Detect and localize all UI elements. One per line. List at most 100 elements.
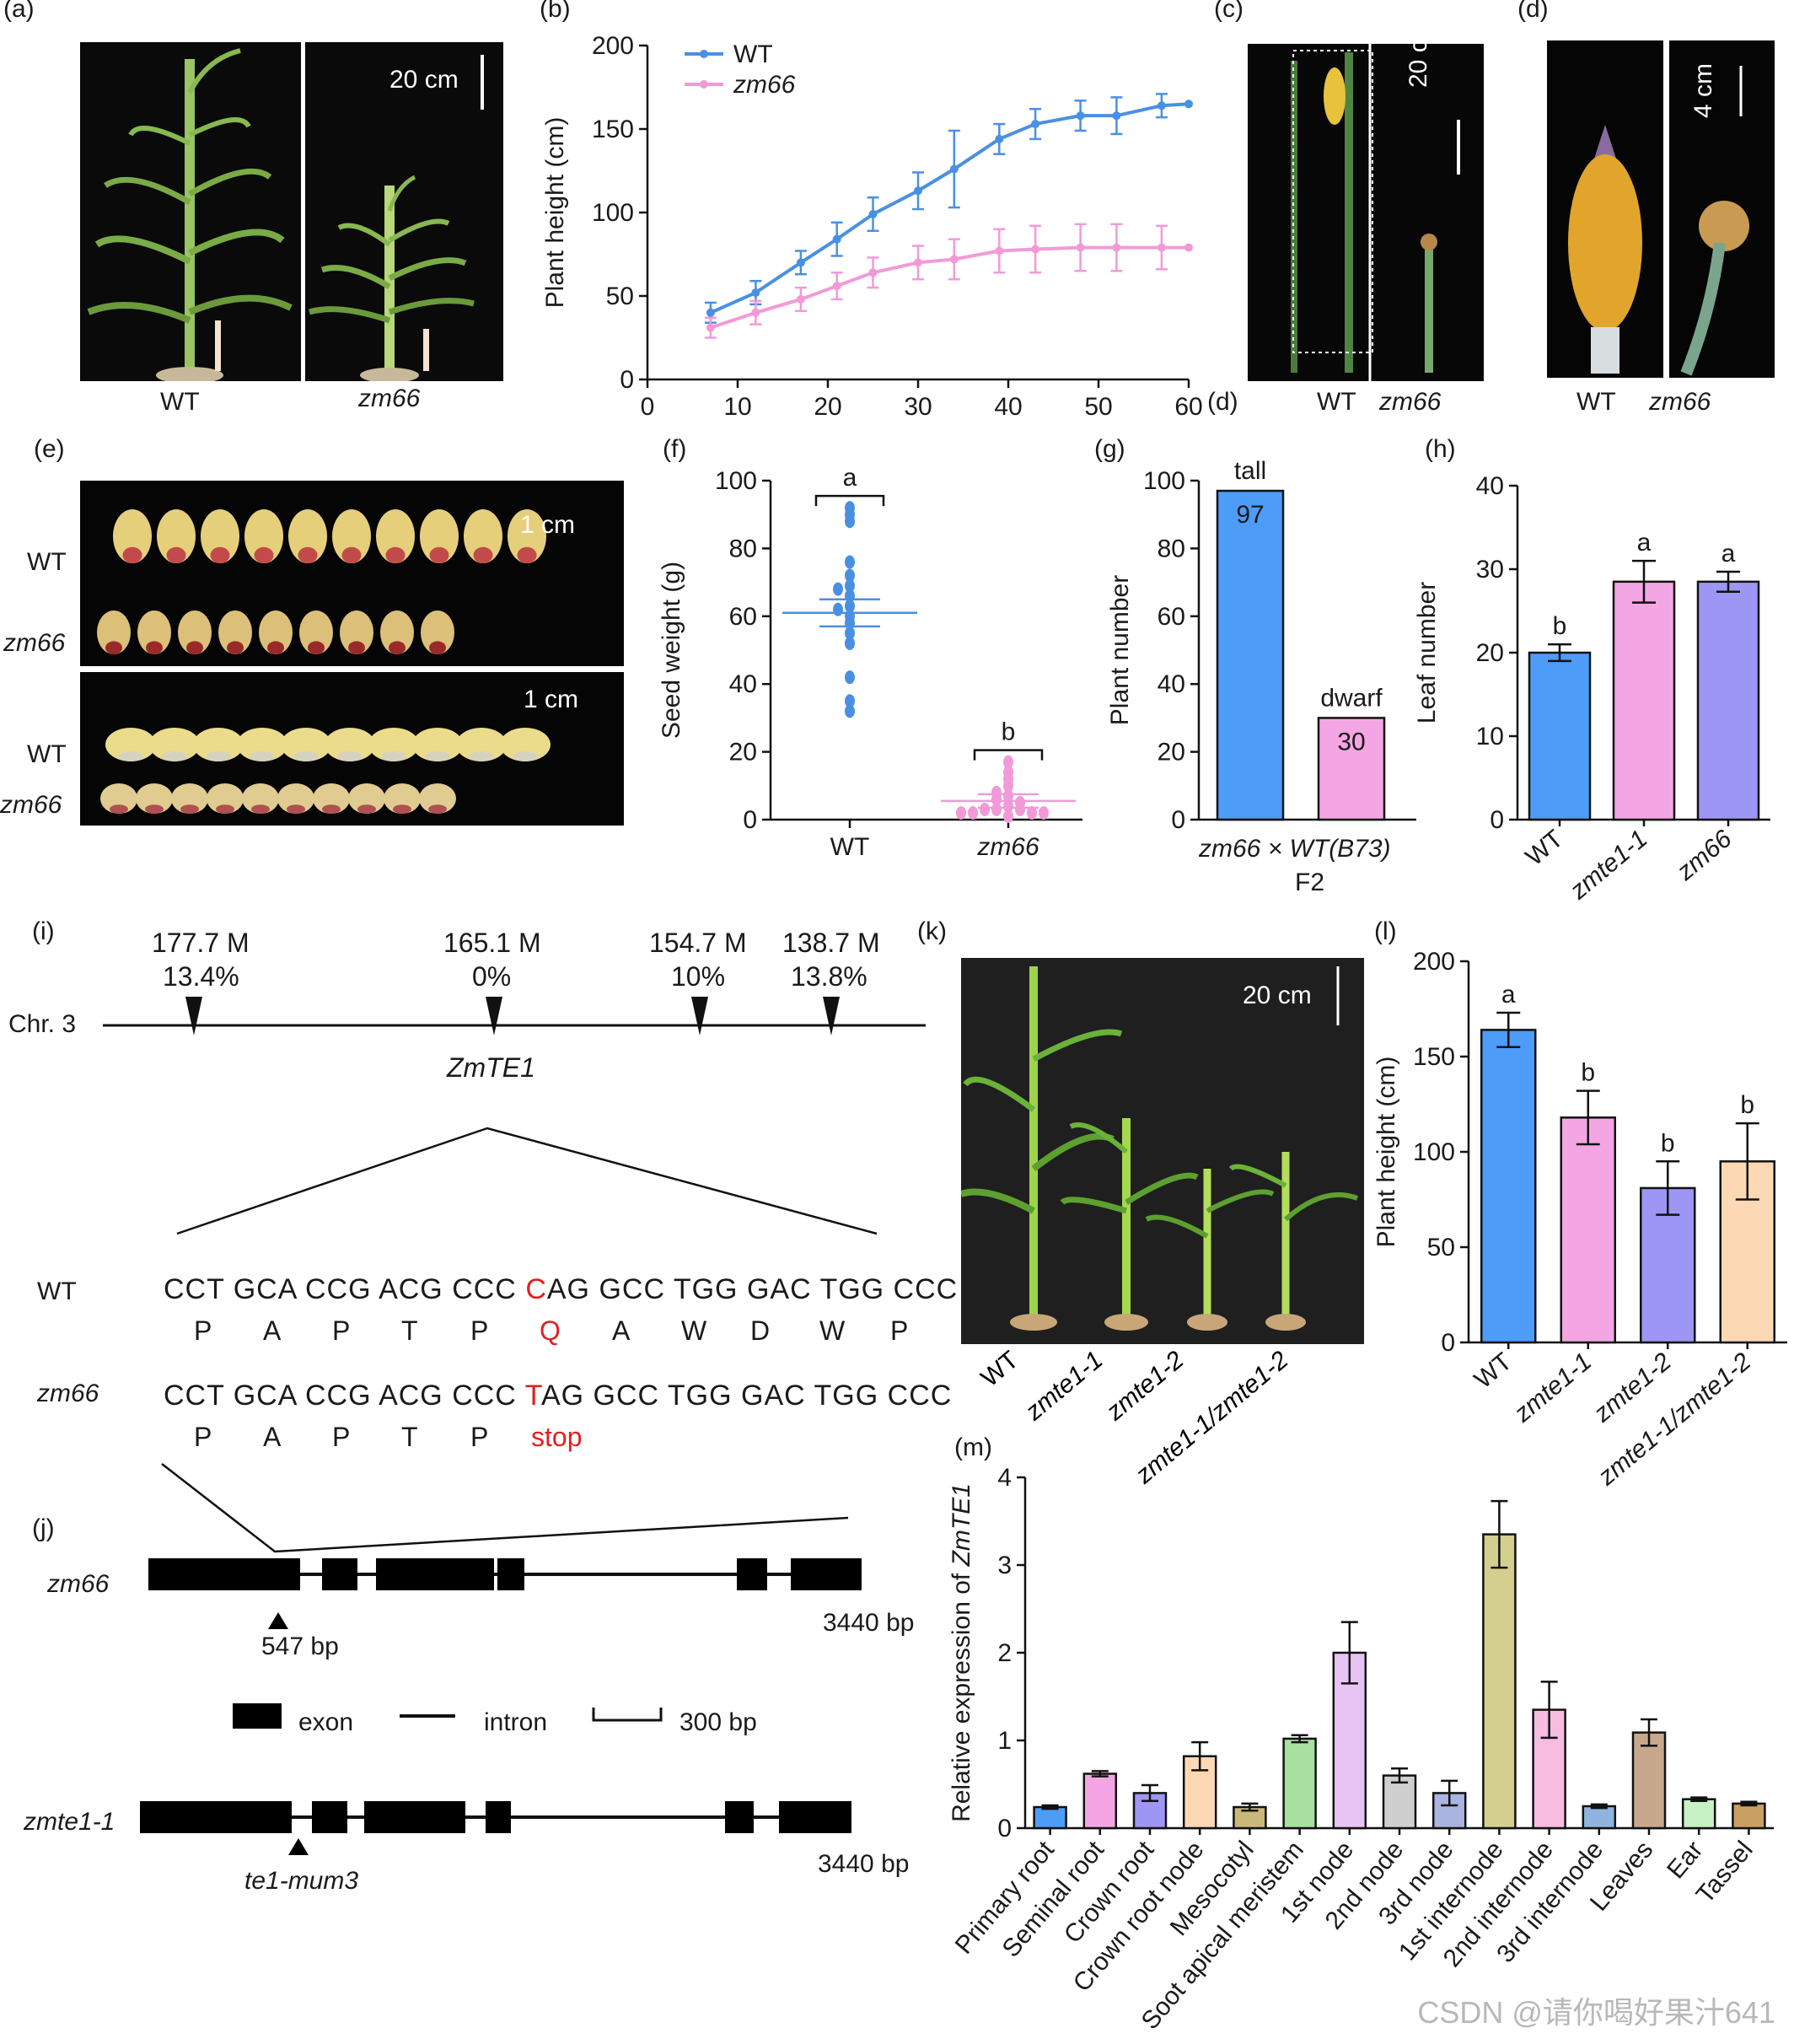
b-xtick-label: 40 [994,393,1022,421]
seed [340,611,373,654]
seed-tip [513,751,538,761]
label-zm66-c: zm66 [1379,388,1442,416]
photo-seeds-bottom: 1 cm [80,672,624,826]
g-ytick-label: 0 [1171,806,1185,834]
f-dot [1003,809,1013,823]
seq-zm66: CCT GCA CCG ACG CCC TAG GCC TGG GAC TGG … [164,1380,953,1412]
h-xtick-label: zmte1-1 [1565,825,1653,906]
legend-exon: exon [298,1708,354,1736]
m-xtick-label: Ear [1662,1836,1708,1884]
seed-tip [337,751,363,761]
panel-letter-d: (d) [1517,0,1549,23]
photo-wt-ear [1547,40,1663,378]
m-bar [1282,1737,1317,1830]
seed [464,509,502,563]
f-sig-letter: b [1002,718,1016,746]
amino-acid: P [332,1422,351,1452]
b-point [796,294,805,304]
amino-acid: P [194,1315,212,1346]
seed [259,611,293,654]
seed-tip [162,751,187,761]
h-bar [1696,580,1760,821]
seed-tip [298,546,318,563]
label-zm66-e1: zm66 [3,629,66,657]
b-point [1112,243,1121,252]
seed [384,783,421,814]
seed-tip [429,546,449,563]
b-xtick-label: 0 [641,393,655,421]
h-bar [1528,651,1592,821]
zmte-site-label: te1-mum3 [244,1867,359,1895]
f-dot [845,636,855,650]
panel-letter-c: (c) [1214,0,1243,23]
scale-label-e2: 1 cm [524,686,579,713]
seed [244,509,283,563]
panel-letter-k: (k) [917,917,947,945]
seed [412,728,463,761]
m-ylabel: Relative expression of ZmTE1 [948,1483,975,1822]
g-bar-label: dwarf [1320,684,1383,712]
amino-acid: P [332,1315,351,1346]
zmte-gene-label: zmte1-1 [24,1808,115,1836]
h-ytick-label: 10 [1476,723,1504,750]
f-dot [1003,799,1013,813]
seed-tip [166,546,186,563]
label-zm66-e2: zm66 [0,791,62,819]
seed [137,611,171,654]
seed-tip [308,641,325,654]
h-xtick-label: zm66 [1671,825,1737,886]
b-point [751,308,760,317]
b-ytick-label: 200 [592,32,634,60]
seed-tip [287,804,305,814]
f-dot [845,694,855,708]
seed-tip [357,804,376,814]
seed-tip [385,546,406,563]
b-legend-label: WT [733,40,773,68]
b-xtick-label: 60 [1174,393,1202,421]
marker-1-pos: 177.7 M [152,928,250,958]
b-point [995,134,1004,143]
marker-1-pct: 13.4% [163,961,239,992]
g-ytick-label: 80 [1158,535,1185,562]
panel-letter-i: (i) [32,917,55,945]
f-dot [956,805,966,820]
seed [456,728,507,761]
seed-tip [110,804,128,814]
f-dot [845,568,855,583]
seed-tip [389,641,406,654]
f-dot [1003,755,1013,769]
panel-letter-b: (b) [540,0,571,23]
photo-c-stalks: 20 cm [1248,44,1484,381]
f-dot [845,704,855,718]
f-dot [980,802,990,816]
g-bar-dwarf [1317,717,1386,821]
g-bar-label: tall [1234,457,1266,485]
amino-acid: Q [540,1315,561,1346]
m-bar [1082,1772,1118,1830]
label-wt-c: WT [1317,388,1356,416]
f-dot [1027,805,1037,820]
seed [193,728,244,761]
panel-letter-h: (h) [1425,435,1456,463]
amino-acid: A [263,1422,282,1452]
seed-tip [210,546,230,563]
panel-letter-d2: (d) [1207,388,1238,416]
b-xtick-label: 50 [1084,393,1112,421]
f-dot [833,582,843,596]
gene-structure [140,1558,862,1855]
marker-4-pct: 13.8% [791,961,867,992]
l-sig-letter: b [1661,1129,1675,1157]
m-ytick-label: 2 [997,1639,1012,1667]
label-zm66-d: zm66 [1649,388,1711,416]
f-dot [845,626,855,640]
l-bar [1480,1029,1537,1344]
g-generation-label: F2 [1295,869,1325,896]
seed [242,783,279,814]
l-sig-letter: a [1501,981,1516,1009]
b-point [832,234,841,244]
b-point [1031,120,1040,129]
m-bar [1033,1805,1067,1830]
zmte-length-label: 3440 bp [818,1850,910,1878]
